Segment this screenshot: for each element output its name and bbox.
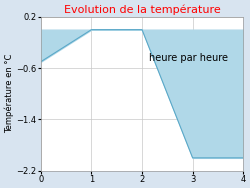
Title: Evolution de la température: Evolution de la température: [64, 4, 220, 15]
Text: heure par heure: heure par heure: [149, 53, 228, 63]
Y-axis label: Température en °C: Température en °C: [4, 54, 14, 133]
